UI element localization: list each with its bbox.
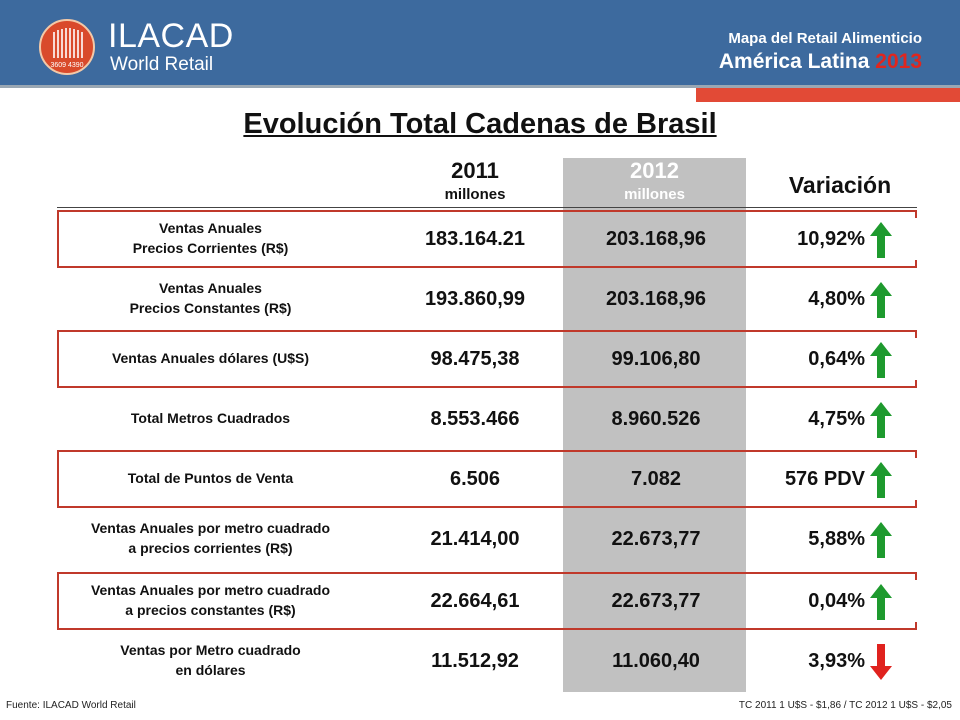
row-label-line1: Ventas Anuales (159, 280, 262, 296)
row-bracket-end (915, 450, 917, 458)
row-label-line2: Precios Corrientes (R$) (132, 240, 289, 256)
arrow-up-icon (870, 402, 892, 438)
arrow-up-icon (870, 342, 892, 378)
value-2012: 203.168,96 (605, 228, 707, 250)
row-bracket (57, 330, 917, 388)
brand-subtitle: World Retail (110, 54, 214, 75)
accent-bar (696, 88, 960, 102)
row-label: Ventas Anuales Precios Corrientes (R$) (58, 218, 363, 258)
column-header-variation: Variación (788, 172, 892, 198)
ilacad-logo-icon: 3609 4390 (39, 19, 95, 75)
value-2012: 22.673,77 (611, 590, 701, 612)
value-2011: 183.164.21 (424, 228, 526, 250)
value-variation: 0,64% (808, 348, 865, 370)
footer-source: Fuente: ILACAD World Retail (6, 700, 136, 711)
value-2012: 11.060,40 (612, 650, 700, 672)
value-2012: 8.960.526 (611, 408, 701, 430)
row-label: Ventas Anuales por metro cuadrado a preci… (58, 518, 363, 558)
row-label-line1: Ventas Anuales (159, 220, 262, 236)
row-label-line2: a precios corrientes (R$) (128, 540, 293, 556)
row-label: Ventas Anuales por metro cuadrado a preci… (58, 580, 363, 620)
map-title: Mapa del Retail Alimenticio (728, 30, 922, 47)
page-title: Evolución Total Cadenas de Brasil (243, 108, 717, 140)
region-title: América Latina 2013 (719, 50, 922, 74)
row-label-line2: en dólares (175, 662, 246, 678)
brand-name: ILACAD (108, 17, 234, 55)
header-banner: 3609 4390 ILACAD World Retail Mapa del R… (0, 0, 960, 88)
arrow-up-icon (870, 462, 892, 498)
row-label-line1: Ventas Anuales por metro cuadrado (90, 582, 331, 598)
row-label-line2: Precios Constantes (R$) (129, 300, 292, 316)
region-name: América Latina (718, 50, 870, 73)
value-variation: 0,04% (808, 590, 865, 612)
column-2012-background (563, 158, 746, 692)
value-2011: 98.475,38 (430, 348, 520, 370)
header-rule (57, 207, 917, 208)
column-header-2011: 2011 (451, 158, 499, 183)
value-2011: 22.664,61 (430, 590, 520, 612)
row-label: Ventas Anuales Precios Constantes (R$) (58, 278, 363, 318)
arrow-up-icon (870, 584, 892, 620)
arrow-up-icon (870, 222, 892, 258)
logo-barcode-number: 3609 4390 (50, 62, 83, 69)
row-label-line1: Ventas Anuales dólares (U$S) (111, 350, 310, 366)
row-label: Total de Puntos de Venta (58, 468, 363, 488)
row-label: Ventas Anuales dólares (U$S) (58, 348, 363, 368)
row-label-line1: Ventas Anuales por metro cuadrado (90, 520, 331, 536)
column-header-2012: 2012 (630, 158, 679, 183)
column-unit-2011: millones (444, 186, 506, 203)
row-label: Ventas por Metro cuadrado en dólares (58, 640, 363, 680)
value-2011: 21.414,00 (430, 528, 520, 550)
value-2012: 203.168,96 (605, 288, 707, 310)
value-2012: 7.082 (630, 468, 682, 490)
row-bracket-end (915, 572, 917, 580)
row-bracket (57, 450, 917, 508)
arrow-up-icon (870, 522, 892, 558)
value-variation: 3,93% (808, 650, 865, 672)
value-2011: 11.512,92 (431, 650, 519, 672)
row-label: Total Metros Cuadrados (58, 408, 363, 428)
row-bracket-end (915, 622, 917, 630)
row-bracket-end (915, 330, 917, 338)
row-bracket (57, 210, 917, 268)
value-2011: 8.553.466 (430, 408, 520, 430)
row-bracket-end (915, 380, 917, 388)
value-variation: 10,92% (797, 228, 865, 250)
value-variation: 4,75% (808, 408, 865, 430)
row-bracket (57, 572, 917, 630)
value-variation: 576 PDV (784, 468, 865, 490)
arrow-up-icon (870, 282, 892, 318)
value-2012: 99.106,80 (611, 348, 701, 370)
value-2011: 6.506 (449, 468, 501, 490)
region-year: 2013 (875, 50, 922, 73)
column-unit-2012: millones (624, 186, 685, 203)
arrow-down-icon (870, 644, 892, 680)
value-variation: 5,88% (808, 528, 865, 550)
row-label-line1: Ventas por Metro cuadrado (120, 642, 301, 658)
row-label-line1: Total de Puntos de Venta (127, 470, 294, 486)
row-label-line2: a precios constantes (R$) (125, 602, 296, 618)
row-bracket-end (915, 260, 917, 268)
row-bracket-end (915, 210, 917, 218)
footer-exchange-rate: TC 2011 1 U$S - $1,86 / TC 2012 1 U$S - … (738, 700, 952, 711)
row-bracket-end (915, 500, 917, 508)
value-2011: 193.860,99 (424, 288, 526, 310)
value-variation: 4,80% (808, 288, 865, 310)
value-2012: 22.673,77 (611, 528, 701, 550)
row-label-line1: Total Metros Cuadrados (130, 410, 291, 426)
